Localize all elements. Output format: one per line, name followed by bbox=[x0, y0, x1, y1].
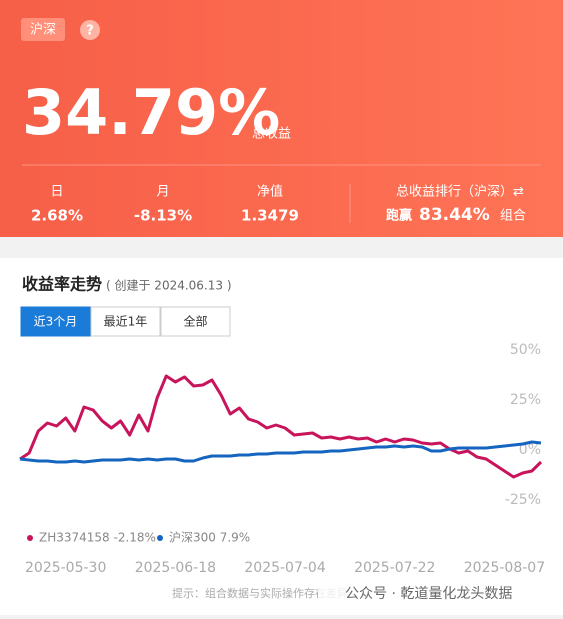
watermark-bg bbox=[318, 582, 550, 606]
badge bbox=[21, 18, 65, 41]
tab-label: 全部 bbox=[183, 314, 207, 329]
help-text: ? bbox=[86, 24, 94, 39]
tab-label: 近3个月 bbox=[34, 315, 78, 329]
x-tick-label: 2025-06-18 bbox=[135, 560, 216, 576]
tab[interactable] bbox=[20, 306, 91, 337]
y-tick-label: -25% bbox=[505, 492, 541, 508]
x-tick-label: 2025-07-22 bbox=[354, 560, 435, 576]
tab[interactable] bbox=[90, 306, 161, 337]
watermark: 公众号 · 乾道量化龙头数据 bbox=[345, 586, 512, 602]
stat-value: 1.3479 bbox=[241, 207, 299, 225]
x-tick-label: 2025-08-07 bbox=[464, 560, 545, 576]
badge-text: 沪深 bbox=[30, 22, 56, 38]
tab-label: 最近1年 bbox=[104, 315, 148, 329]
chart-title: 收益率走势 bbox=[22, 275, 102, 294]
y-tick-label: 0% bbox=[519, 442, 541, 458]
x-tick-label: 2025-07-04 bbox=[244, 560, 325, 576]
rank-prefix: 跑赢 bbox=[386, 208, 412, 224]
rank-suffix: 组合 bbox=[500, 209, 526, 224]
total-return-label: 总收益 bbox=[252, 127, 291, 142]
legend-label: ZH3374158 -2.18% bbox=[39, 531, 156, 545]
help-icon[interactable] bbox=[80, 20, 100, 40]
chart-subtitle: ( 创建于 2024.06.13 ) bbox=[106, 279, 232, 293]
tab[interactable] bbox=[160, 306, 231, 337]
y-tick-label: 25% bbox=[510, 392, 541, 408]
rank-title: 总收益排行（沪深）⇄ bbox=[396, 184, 524, 200]
legend-label: 沪深300 7.9% bbox=[169, 531, 250, 545]
y-tick-label: 50% bbox=[510, 342, 541, 358]
stat-value: 2.68% bbox=[31, 207, 83, 225]
header-bg bbox=[0, 0, 563, 237]
rank-value: 83.44% bbox=[419, 205, 490, 225]
stat-label: 净值 bbox=[257, 184, 283, 200]
x-tick-label: 2025-05-30 bbox=[25, 560, 106, 576]
footer-note: 提示：组合数据与实际操作存在差异 bbox=[172, 586, 348, 600]
stat-label: 月 bbox=[156, 185, 169, 200]
legend-dot[interactable] bbox=[27, 535, 33, 541]
series-line bbox=[19, 374, 543, 479]
stat-value: -8.13% bbox=[134, 207, 192, 225]
total-return: 34.79% bbox=[22, 76, 280, 149]
legend-dot[interactable] bbox=[157, 535, 163, 541]
stat-label: 日 bbox=[50, 185, 63, 200]
series-line bbox=[19, 440, 542, 464]
